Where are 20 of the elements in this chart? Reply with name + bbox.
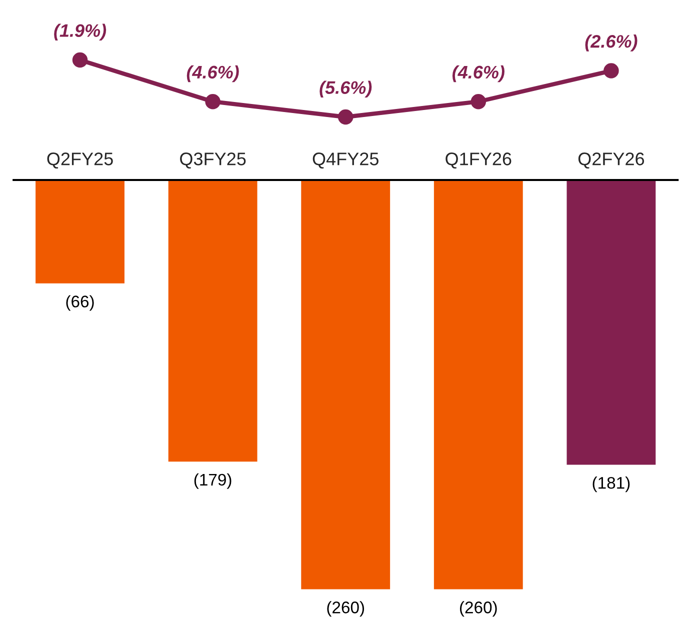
data-label: (1.9%)	[54, 24, 106, 41]
x-tick-label: Q1FY26	[446, 152, 512, 169]
point	[72, 52, 88, 68]
x-tick-label: Q4FY25	[312, 152, 378, 169]
point	[604, 63, 619, 78]
x-tick-label: Q2FY25	[47, 152, 113, 169]
data-label: (2.6%)	[585, 34, 638, 52]
data-label: (181)	[592, 476, 630, 492]
point	[205, 94, 220, 110]
point	[338, 109, 354, 125]
data-label: (260)	[460, 601, 497, 617]
point	[470, 94, 486, 110]
x-tick-label: Q3FY25	[180, 152, 246, 169]
data-label: (179)	[194, 473, 232, 489]
data-label: (4.6%)	[452, 65, 504, 82]
data-label: (66)	[66, 295, 94, 311]
data-label: (5.6%)	[320, 80, 372, 98]
x-tick-label: Q2FY26	[578, 152, 644, 169]
data-label: (260)	[327, 601, 364, 617]
data-label: (4.6%)	[186, 65, 239, 82]
